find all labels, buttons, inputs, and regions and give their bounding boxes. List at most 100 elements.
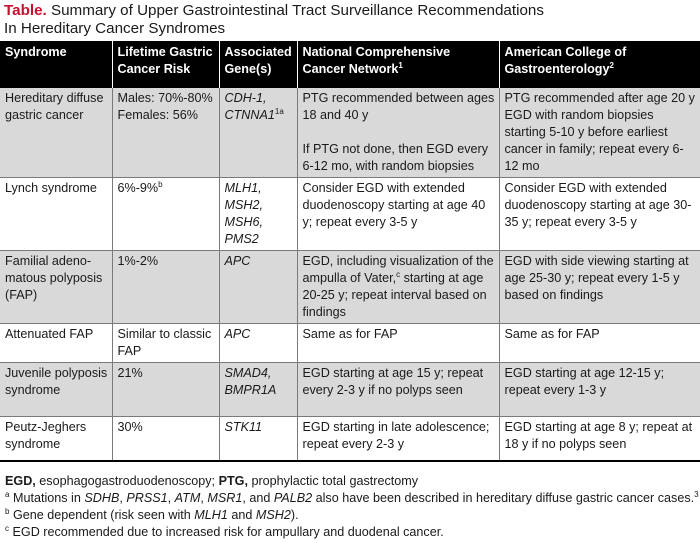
gene-name: PMS2 (224, 232, 259, 246)
footnote-b: b Gene dependent (risk seen with MLH1 an… (5, 507, 695, 524)
caption-title-1: Summary of Upper Gastrointestinal Tract … (46, 2, 544, 19)
cell-nccn: PTG recommended between ages 18 and 40 y… (296, 88, 499, 178)
table-row: Peutz-Jeghers syndrome 30% STK11 EGD sta… (0, 416, 700, 462)
gene-name: MSH2 (255, 508, 291, 522)
cell-acg: EGD starting at age 12-15 y; repeat ever… (498, 362, 700, 417)
gene-name: MSH2, (224, 198, 264, 212)
footnote-mark: c (5, 523, 9, 533)
table-row: Juvenile polyposis syndrome 21% SMAD4, BM… (0, 362, 700, 417)
risk-females: Females: 56% (117, 108, 199, 122)
gene-name: CDH-1, (224, 91, 267, 105)
cell-risk: 21% (111, 362, 219, 417)
table-footnotes: EGD, esophagogastroduodenoscopy; PTG, pr… (5, 473, 699, 541)
cell-syndrome: Peutz-Jeghers syndrome (0, 416, 112, 462)
gene-name: SMAD4, (224, 366, 272, 380)
footnote-text: Gene dependent (risk seen with (9, 508, 195, 522)
table-row: Attenuated FAP Similar to classic FAP AP… (0, 323, 700, 363)
footnote-ref: c (396, 269, 401, 279)
footnote-ref: b (158, 179, 163, 189)
abbr-definition: esophagogastroduodenoscopy; (35, 474, 219, 488)
abbr-term: PTG, (218, 474, 248, 488)
cell-syndrome: Juvenile polyposis syndrome (0, 362, 112, 417)
caption-title-2: In Hereditary Cancer Syndromes (4, 20, 226, 37)
footnote-text: , (119, 491, 127, 505)
cell-risk: 30% (111, 416, 219, 462)
cell-genes: APC (218, 323, 297, 363)
table-caption: Table. Summary of Upper Gastrointestinal… (4, 2, 696, 38)
footnote-ref: 1a (274, 106, 284, 116)
table-row: Lynch syndrome 6%-9%b MLH1, MSH2, MSH6, PMS… (0, 177, 700, 251)
caption-label: Table. (4, 2, 47, 19)
footnote-c: c EGD recommended due to increased risk … (5, 524, 695, 541)
header-acg-text: American College of Gastroenterology (504, 45, 627, 76)
header-nccn-ref: 1 (398, 60, 403, 70)
header-syndrome: Syndrome (0, 41, 112, 88)
header-nccn: National Comprehensive Cancer Network1 (296, 41, 499, 88)
footnote-text: and (227, 508, 256, 522)
nccn-text-a: EGD, including visualization of the ampu… (302, 254, 494, 285)
footnote-text: , (200, 491, 208, 505)
cell-genes: CDH-1, CTNNA11a (218, 88, 297, 178)
footnote-text: Mutations in (9, 491, 85, 505)
gene-name: MLH1, (224, 181, 262, 195)
cell-genes: STK11 (218, 416, 297, 462)
cell-syndrome: Hereditary diffuse gastric cancer (0, 88, 112, 178)
cell-acg: EGD starting at age 8 y; repeat at 18 y … (498, 416, 700, 462)
abbr-term: EGD, (5, 474, 36, 488)
header-row: Syndrome Lifetime Gastric Cancer Risk As… (0, 41, 700, 88)
cell-syndrome: Familial adeno-matous polyposis (FAP) (0, 250, 112, 324)
cell-acg: PTG recommended after age 20 y EGD with … (498, 88, 700, 178)
footnote-text: ). (290, 508, 299, 522)
caption-line-1: Table. Summary of Upper Gastrointestinal… (4, 2, 696, 20)
gene-name: SDHB (84, 491, 120, 505)
footnote-mark: b (5, 506, 10, 516)
risk-value: 6%-9% (117, 181, 159, 195)
paragraph-gap (303, 124, 495, 141)
cell-acg: Consider EGD with extended duodenoscopy … (498, 177, 700, 251)
gene-name: CTNNA1 (224, 108, 275, 122)
gene-name: BMPR1A (224, 383, 277, 397)
footnote-text: EGD recommended due to increased risk fo… (9, 525, 444, 539)
footnote-abbreviations: EGD, esophagogastroduodenoscopy; PTG, pr… (5, 473, 695, 490)
header-acg: American College of Gastroenterology2 (498, 41, 700, 88)
cell-nccn: Same as for FAP (296, 323, 499, 363)
footnote-a: a Mutations in SDHB, PRSS1, ATM, MSR1, a… (5, 489, 699, 507)
cell-risk: Males: 70%-80% Females: 56% (111, 88, 219, 178)
cell-nccn: EGD, including visualization of the ampu… (296, 250, 499, 324)
surveillance-table: Syndrome Lifetime Gastric Cancer Risk As… (0, 41, 700, 462)
nccn-text-2: If PTG not done, then EGD every 6-12 mo,… (302, 142, 489, 173)
table-row: Hereditary diffuse gastric cancer Males:… (0, 88, 700, 178)
risk-males: Males: 70%-80% (117, 91, 213, 105)
footnote-mark: a (5, 489, 10, 499)
table-row: Familial adeno-matous polyposis (FAP) 1%… (0, 250, 700, 324)
cell-risk: 1%-2% (111, 250, 219, 324)
cell-genes: MLH1, MSH2, MSH6, PMS2 (218, 177, 297, 251)
gene-name: ATM (174, 491, 201, 505)
cell-genes: SMAD4, BMPR1A (218, 362, 297, 417)
abbr-definition: prophylactic total gastrectomy (247, 474, 419, 488)
cell-risk: 6%-9%b (111, 177, 219, 251)
header-nccn-text: National Comprehensive Cancer Network (302, 45, 451, 76)
nccn-text-b: starting at age 20-25 y; repeat interval… (302, 271, 487, 319)
footnote-text: also have been described in hereditary d… (312, 491, 695, 505)
cell-syndrome: Attenuated FAP (0, 323, 112, 363)
gene-name: MSR1 (207, 491, 243, 505)
cell-acg: EGD with side viewing starting at age 25… (498, 250, 700, 324)
footnote-text: , (167, 491, 175, 505)
gene-name: MLH1 (194, 508, 228, 522)
nccn-text-1: PTG recommended between ages 18 and 40 y (302, 91, 495, 122)
header-genes: Associated Gene(s) (218, 41, 297, 88)
cell-nccn: EGD starting in late adolescence; repeat… (296, 416, 499, 462)
header-acg-ref: 2 (609, 60, 614, 70)
cell-nccn: Consider EGD with extended duodenoscopy … (296, 177, 499, 251)
cell-acg: Same as for FAP (498, 323, 700, 363)
gene-name: PRSS1 (126, 491, 168, 505)
cell-syndrome: Lynch syndrome (0, 177, 112, 251)
cell-genes: APC (218, 250, 297, 324)
cell-risk: Similar to classic FAP (111, 323, 219, 363)
cell-nccn: EGD starting at age 15 y; repeat every 2… (296, 362, 499, 417)
reference-number: 3 (694, 489, 699, 499)
header-risk: Lifetime Gastric Cancer Risk (111, 41, 219, 88)
footnote-text: , and (242, 491, 274, 505)
gene-name-with-ref: CTNNA11a (225, 107, 293, 124)
